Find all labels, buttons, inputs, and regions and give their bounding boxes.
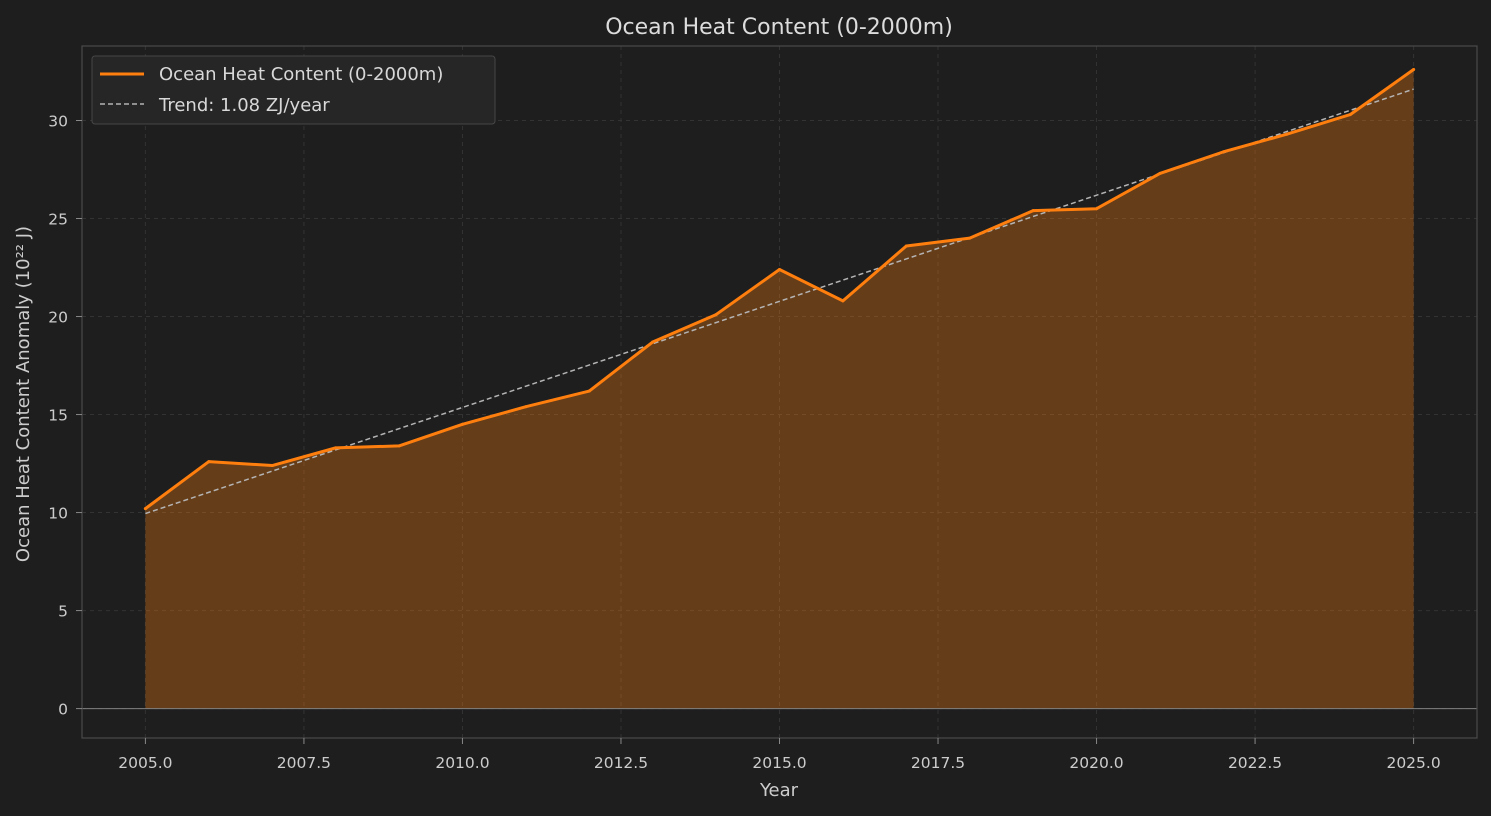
legend: Ocean Heat Content (0-2000m) Trend: 1.08… — [91, 55, 496, 125]
y-tick-label-4: 20 — [48, 309, 68, 327]
data-point-ohc-2025 — [1412, 68, 1416, 72]
data-point-ohc-2017 — [904, 244, 908, 248]
y-tick-label-1: 5 — [58, 603, 68, 621]
data-point-ohc-2007 — [270, 464, 274, 468]
legend-label-ohc: Ocean Heat Content (0-2000m) — [159, 64, 443, 85]
data-point-ohc-2005 — [143, 507, 147, 511]
y-tick-label-3: 15 — [48, 407, 68, 425]
y-tick-label-2: 10 — [48, 505, 68, 523]
x-tick-label-4: 2015.0 — [752, 754, 806, 772]
data-point-ohc-2020 — [1095, 207, 1099, 211]
data-point-ohc-2015 — [778, 267, 781, 271]
area-fill-ohc — [145, 69, 1414, 709]
data-point-ohc-2016 — [841, 299, 845, 303]
data-point-ohc-2006 — [207, 460, 211, 464]
data-point-ohc-2019 — [1031, 209, 1035, 213]
x-tick-label-1: 2007.5 — [277, 754, 331, 772]
y-tick-label-5: 25 — [48, 211, 68, 229]
x-tick-label-3: 2012.5 — [594, 754, 648, 772]
area-fill-layer — [145, 69, 1414, 709]
data-point-ohc-2023 — [1285, 132, 1289, 136]
data-point-ohc-2008 — [334, 446, 338, 450]
x-tick-label-8: 2025.0 — [1386, 754, 1440, 772]
y-axis-ticks: 0 5 10 15 20 25 30 — [48, 112, 82, 719]
x-tick-label-6: 2020.0 — [1069, 754, 1123, 772]
data-point-ohc-2021 — [1158, 171, 1162, 175]
data-point-ohc-2024 — [1348, 113, 1352, 117]
x-tick-label-0: 2005.0 — [118, 754, 172, 772]
x-axis-label: Year — [759, 780, 799, 801]
data-point-ohc-2018 — [968, 236, 972, 240]
series-layer — [143, 68, 1416, 515]
y-tick-label-6: 30 — [48, 112, 68, 130]
x-tick-label-7: 2022.5 — [1228, 754, 1282, 772]
x-tick-label-5: 2017.5 — [911, 754, 965, 772]
y-axis-label: Ocean Heat Content Anomaly (10²² J) — [13, 226, 34, 562]
data-point-ohc-2013 — [651, 340, 655, 344]
chart-title: Ocean Heat Content (0-2000m) — [605, 15, 953, 40]
data-point-ohc-2012 — [587, 389, 591, 393]
data-point-ohc-2022 — [1221, 150, 1225, 154]
data-point-ohc-2011 — [524, 405, 528, 409]
y-tick-label-0: 0 — [58, 701, 68, 719]
x-axis-ticks: 2005.0 2007.5 2010.0 2012.5 2015.0 2017.5 2020… — [118, 738, 1441, 772]
legend-box — [91, 55, 496, 125]
x-tick-label-2: 2010.0 — [435, 754, 489, 772]
legend-label-trend: Trend: 1.08 ZJ/year — [158, 95, 330, 116]
data-point-ohc-2014 — [714, 313, 718, 317]
data-point-ohc-2009 — [397, 444, 401, 448]
data-point-ohc-2010 — [460, 422, 464, 426]
